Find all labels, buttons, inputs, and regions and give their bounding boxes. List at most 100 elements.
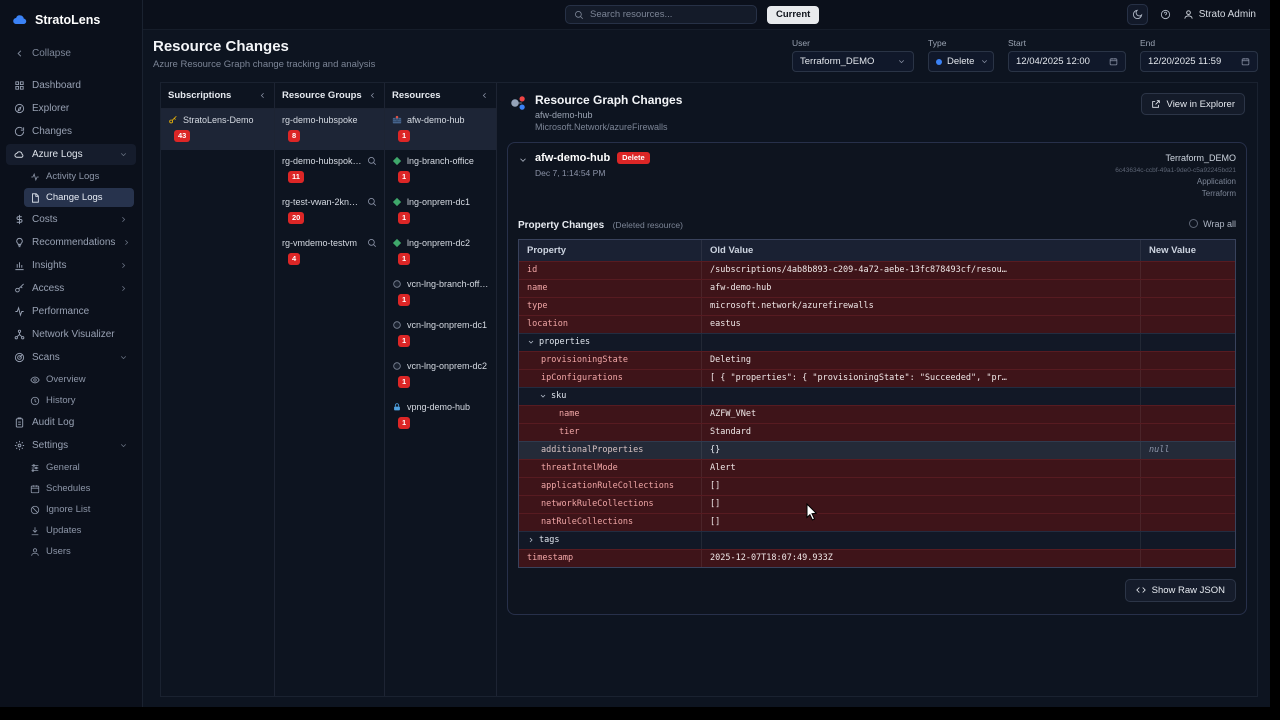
sidebar-item-settings-schedules[interactable]: Schedules: [24, 479, 134, 498]
user-filter-label: User: [792, 38, 810, 48]
table-row[interactable]: ipConfigurations [ { "properties": { "pr…: [519, 368, 1235, 387]
radar-icon: [14, 352, 25, 363]
sidebar-item-activity-logs[interactable]: Activity Logs: [24, 167, 134, 186]
resource-item[interactable]: afw-demo-hub 1: [385, 109, 496, 150]
resource-item[interactable]: vpng-demo-hub 1: [385, 396, 496, 437]
table-row[interactable]: threatIntelMode Alert: [519, 458, 1235, 477]
app-window: StratoLens Collapse Dashboard Explorer C…: [0, 0, 1270, 707]
detail-panel: Resource Graph Changes afw-demo-hub Micr…: [497, 83, 1257, 696]
resource-group-item[interactable]: rg-demo-hubspoke 8: [275, 109, 384, 150]
type-filter-label: Type: [928, 38, 947, 48]
table-row[interactable]: location eastus: [519, 314, 1235, 333]
change-meta-client-id: 6c43634c-ccbf-49a1-9de0-c5a92245bd21: [1115, 166, 1236, 174]
table-row[interactable]: additionalProperties {} null: [519, 440, 1235, 459]
resource-item[interactable]: lng-onprem-dc2 1: [385, 232, 496, 273]
search-icon[interactable]: [367, 238, 377, 248]
table-row[interactable]: natRuleCollections []: [519, 512, 1235, 531]
help-button[interactable]: [1160, 9, 1171, 20]
resource-graph-icon: [511, 96, 525, 110]
table-group-row[interactable]: tags: [519, 530, 1235, 549]
sidebar-item-dashboard[interactable]: Dashboard: [6, 75, 136, 96]
sidebar-item-changes[interactable]: Changes: [6, 121, 136, 142]
calendar-icon: [1241, 58, 1250, 66]
user-icon: [1184, 10, 1193, 19]
change-meta-user: Terraform_DEMO: [1165, 153, 1236, 163]
table-row[interactable]: applicationRuleCollections []: [519, 476, 1235, 495]
brand-name: StratoLens: [35, 13, 101, 27]
end-date-input[interactable]: 12/20/2025 11:59: [1140, 51, 1258, 72]
current-button[interactable]: Current: [767, 5, 820, 24]
table-row[interactable]: networkRuleCollections []: [519, 494, 1235, 513]
sidebar-item-audit-log[interactable]: Audit Log: [6, 412, 136, 433]
table-row[interactable]: name AZFW_VNet: [519, 404, 1235, 423]
user-name: Strato Admin: [1198, 9, 1256, 20]
collapse-panel-icon[interactable]: [258, 91, 267, 100]
show-raw-json-button[interactable]: Show Raw JSON: [1124, 578, 1236, 602]
table-row[interactable]: tier Standard: [519, 422, 1235, 441]
resource-item[interactable]: vcn-lng-onprem-dc2 1: [385, 355, 496, 396]
table-row[interactable]: provisioningState Deleting: [519, 350, 1235, 369]
help-icon: [1160, 9, 1170, 20]
subscription-key-icon: [169, 115, 177, 124]
user-filter-select[interactable]: Terraform_DEMO: [792, 51, 914, 72]
sidebar-item-scans-overview[interactable]: Overview: [24, 370, 134, 389]
resource-item[interactable]: lng-branch-office 1: [385, 150, 496, 191]
wrap-all-toggle[interactable]: Wrap all: [1189, 219, 1236, 229]
search-input[interactable]: [590, 9, 748, 20]
change-count-badge: 1: [398, 171, 411, 183]
sidebar-item-settings-updates[interactable]: Updates: [24, 521, 134, 540]
view-in-explorer-button[interactable]: View in Explorer: [1140, 93, 1245, 115]
type-filter-select[interactable]: Delete: [928, 51, 994, 72]
resource-item[interactable]: vcn-lng-branch-office 1: [385, 273, 496, 314]
table-group-row[interactable]: sku: [519, 386, 1235, 405]
resource-group-item[interactable]: rg-test-vwan-2kn3vp 20: [275, 191, 384, 232]
resource-item[interactable]: vcn-lng-onprem-dc1 1: [385, 314, 496, 355]
sidebar-item-insights[interactable]: Insights: [6, 255, 136, 276]
resources-panel: Resources afw-demo-hub 1 lng-branc: [385, 83, 497, 696]
sidebar-item-settings-general[interactable]: General: [24, 458, 134, 477]
theme-toggle-button[interactable]: [1126, 4, 1148, 25]
sidebar-item-azure-logs[interactable]: Azure Logs: [6, 144, 136, 165]
start-date-input[interactable]: 12/04/2025 12:00: [1008, 51, 1126, 72]
wrap-all-radio[interactable]: [1189, 219, 1199, 229]
user-menu[interactable]: Strato Admin: [1183, 9, 1256, 20]
search-box[interactable]: [565, 5, 757, 24]
change-count-badge: 11: [288, 171, 304, 183]
sidebar-item-scans-history[interactable]: History: [24, 391, 134, 410]
change-count-badge: 1: [398, 376, 411, 388]
sidebar-item-settings[interactable]: Settings: [6, 435, 136, 456]
resource-group-item[interactable]: rg-vmdemo-testvm 4: [275, 232, 384, 273]
bar-chart-icon: [15, 262, 24, 271]
resource-group-item[interactable]: rg-demo-hubspoke-... 11: [275, 150, 384, 191]
sidebar-item-explorer[interactable]: Explorer: [6, 98, 136, 119]
sidebar-item-costs[interactable]: Costs: [6, 209, 136, 230]
search-icon[interactable]: [367, 197, 377, 207]
sidebar-item-change-logs[interactable]: Change Logs: [24, 188, 134, 207]
sidebar-item-settings-users[interactable]: Users: [24, 542, 134, 561]
sidebar-item-performance[interactable]: Performance: [6, 301, 136, 322]
chevron-down-icon: [120, 444, 127, 448]
table-header-row: Property Old Value New Value: [519, 239, 1235, 261]
sidebar-item-recommendations[interactable]: Recommendations: [6, 232, 136, 253]
sidebar-item-access[interactable]: Access: [6, 278, 136, 299]
detail-title: Resource Graph Changes: [535, 93, 683, 107]
table-row[interactable]: type microsoft.network/azurefirewalls: [519, 296, 1235, 315]
collapse-panel-icon[interactable]: [368, 91, 377, 100]
table-row[interactable]: id /subscriptions/4ab8b893-c209-4a72-aeb…: [519, 260, 1235, 279]
subscription-item[interactable]: StratoLens-Demo 43: [161, 109, 274, 150]
table-row[interactable]: name afw-demo-hub: [519, 278, 1235, 297]
chevron-right-icon: [529, 537, 533, 543]
browser-columns: Subscriptions StratoLens-Demo 43 Res: [160, 82, 1258, 697]
sidebar-item-scans[interactable]: Scans: [6, 347, 136, 368]
change-meta-principal-type: Application: [1196, 177, 1236, 186]
search-icon[interactable]: [367, 156, 377, 166]
resource-item[interactable]: lng-onprem-dc1 1: [385, 191, 496, 232]
detail-resource-type: Microsoft.Network/azureFirewalls: [535, 122, 668, 132]
sidebar-item-network-visualizer[interactable]: Network Visualizer: [6, 324, 136, 345]
collapse-button[interactable]: Collapse: [6, 43, 136, 64]
change-card-header[interactable]: afw-demo-hub Delete Dec 7, 1:14:54 PM Te…: [508, 143, 1246, 207]
sidebar-item-settings-ignore-list[interactable]: Ignore List: [24, 500, 134, 519]
collapse-panel-icon[interactable]: [480, 91, 489, 100]
table-group-row[interactable]: properties: [519, 332, 1235, 351]
table-row[interactable]: timestamp 2025-12-07T18:07:49.933Z: [519, 548, 1235, 567]
